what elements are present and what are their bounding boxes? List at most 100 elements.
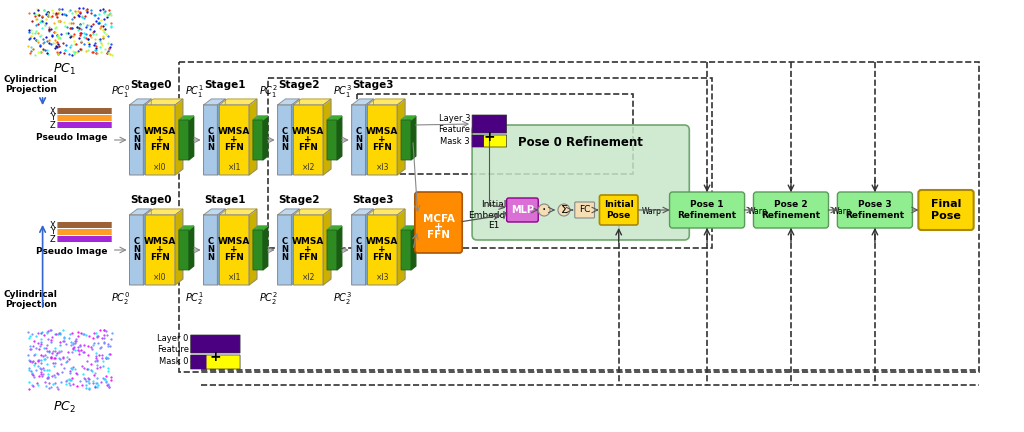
Polygon shape bbox=[143, 99, 152, 175]
Text: N: N bbox=[207, 245, 214, 254]
Text: Warp: Warp bbox=[831, 207, 851, 216]
Polygon shape bbox=[366, 209, 374, 285]
Text: C: C bbox=[355, 238, 361, 247]
Text: N: N bbox=[133, 143, 140, 152]
Text: N: N bbox=[355, 254, 362, 263]
Polygon shape bbox=[219, 209, 257, 215]
Polygon shape bbox=[179, 116, 194, 120]
Circle shape bbox=[558, 204, 569, 216]
Polygon shape bbox=[129, 209, 152, 215]
Polygon shape bbox=[278, 209, 299, 215]
FancyBboxPatch shape bbox=[204, 215, 217, 285]
Text: Warp: Warp bbox=[642, 207, 662, 216]
FancyBboxPatch shape bbox=[253, 120, 263, 160]
Text: X: X bbox=[49, 107, 55, 115]
Text: +: + bbox=[230, 136, 238, 144]
Text: +: + bbox=[379, 245, 386, 254]
Text: +: + bbox=[304, 136, 312, 144]
Text: Y: Y bbox=[50, 114, 55, 123]
Bar bbox=[267, 78, 712, 248]
Text: N: N bbox=[207, 143, 214, 152]
Text: ·: · bbox=[542, 203, 547, 217]
Text: N: N bbox=[355, 245, 362, 254]
Text: C: C bbox=[133, 127, 139, 137]
Text: $PC_1^3$: $PC_1^3$ bbox=[333, 83, 352, 100]
FancyBboxPatch shape bbox=[57, 122, 112, 128]
Text: Final
Pose: Final Pose bbox=[931, 199, 962, 221]
Polygon shape bbox=[397, 209, 404, 285]
FancyBboxPatch shape bbox=[351, 215, 366, 285]
Text: WMSA: WMSA bbox=[144, 238, 176, 247]
Polygon shape bbox=[327, 226, 342, 230]
Circle shape bbox=[539, 204, 550, 216]
Text: MCFA: MCFA bbox=[423, 213, 455, 223]
Text: Pseudo Image: Pseudo Image bbox=[37, 133, 108, 142]
Polygon shape bbox=[175, 209, 183, 285]
Text: Stage0: Stage0 bbox=[130, 80, 172, 90]
Polygon shape bbox=[217, 209, 225, 285]
Text: Z: Z bbox=[49, 121, 55, 130]
Text: Mask 0: Mask 0 bbox=[159, 358, 188, 366]
FancyBboxPatch shape bbox=[472, 135, 507, 147]
Polygon shape bbox=[204, 209, 225, 215]
FancyBboxPatch shape bbox=[670, 192, 744, 228]
FancyBboxPatch shape bbox=[368, 215, 397, 285]
Text: Layer 0
Feature: Layer 0 Feature bbox=[157, 334, 188, 354]
FancyBboxPatch shape bbox=[754, 192, 828, 228]
Text: Σ: Σ bbox=[560, 205, 567, 215]
Text: Stage2: Stage2 bbox=[279, 80, 321, 90]
Polygon shape bbox=[145, 209, 183, 215]
FancyBboxPatch shape bbox=[472, 115, 507, 133]
Text: ×l3: ×l3 bbox=[376, 273, 389, 283]
Polygon shape bbox=[188, 116, 194, 160]
Text: N: N bbox=[355, 136, 362, 144]
FancyBboxPatch shape bbox=[919, 190, 974, 230]
FancyBboxPatch shape bbox=[507, 198, 539, 222]
Text: N: N bbox=[207, 254, 214, 263]
Text: +: + bbox=[483, 130, 495, 144]
Text: WMSA: WMSA bbox=[292, 238, 325, 247]
Text: FFN: FFN bbox=[224, 143, 244, 152]
Text: N: N bbox=[133, 254, 140, 263]
Polygon shape bbox=[179, 226, 194, 230]
Text: ×l2: ×l2 bbox=[301, 273, 315, 283]
Text: FC: FC bbox=[579, 206, 590, 215]
Polygon shape bbox=[351, 209, 374, 215]
Text: N: N bbox=[281, 143, 288, 152]
FancyBboxPatch shape bbox=[415, 192, 462, 253]
Text: N: N bbox=[207, 136, 214, 144]
Text: C: C bbox=[208, 127, 214, 137]
Polygon shape bbox=[368, 209, 404, 215]
FancyBboxPatch shape bbox=[294, 215, 323, 285]
Text: $PC_2$: $PC_2$ bbox=[53, 400, 76, 415]
Polygon shape bbox=[411, 226, 416, 270]
Polygon shape bbox=[294, 99, 331, 105]
Text: ×l2: ×l2 bbox=[301, 163, 315, 172]
FancyBboxPatch shape bbox=[401, 120, 411, 160]
Text: FFN: FFN bbox=[151, 254, 170, 263]
Text: +: + bbox=[157, 245, 164, 254]
FancyBboxPatch shape bbox=[294, 105, 323, 175]
Text: Stage3: Stage3 bbox=[352, 80, 394, 90]
Text: C: C bbox=[133, 238, 139, 247]
Text: Initial
Embedding
E1: Initial Embedding E1 bbox=[468, 200, 519, 230]
Polygon shape bbox=[368, 99, 404, 105]
Polygon shape bbox=[401, 226, 416, 230]
Text: ×l0: ×l0 bbox=[154, 163, 167, 172]
Text: WMSA: WMSA bbox=[366, 238, 398, 247]
Polygon shape bbox=[337, 226, 342, 270]
Text: Pose 2
Refinement: Pose 2 Refinement bbox=[762, 200, 820, 220]
Text: Stage2: Stage2 bbox=[279, 195, 321, 205]
Text: $PC_2^3$: $PC_2^3$ bbox=[333, 290, 352, 307]
Text: WMSA: WMSA bbox=[218, 127, 250, 137]
Bar bbox=[179, 62, 979, 372]
Text: $PC_1^2$: $PC_1^2$ bbox=[259, 83, 279, 100]
FancyBboxPatch shape bbox=[253, 230, 263, 270]
FancyBboxPatch shape bbox=[574, 202, 595, 218]
Polygon shape bbox=[143, 209, 152, 285]
Polygon shape bbox=[175, 99, 183, 175]
Text: Stage0: Stage0 bbox=[130, 195, 172, 205]
FancyBboxPatch shape bbox=[190, 335, 240, 353]
FancyBboxPatch shape bbox=[838, 192, 912, 228]
Text: C: C bbox=[208, 238, 214, 247]
